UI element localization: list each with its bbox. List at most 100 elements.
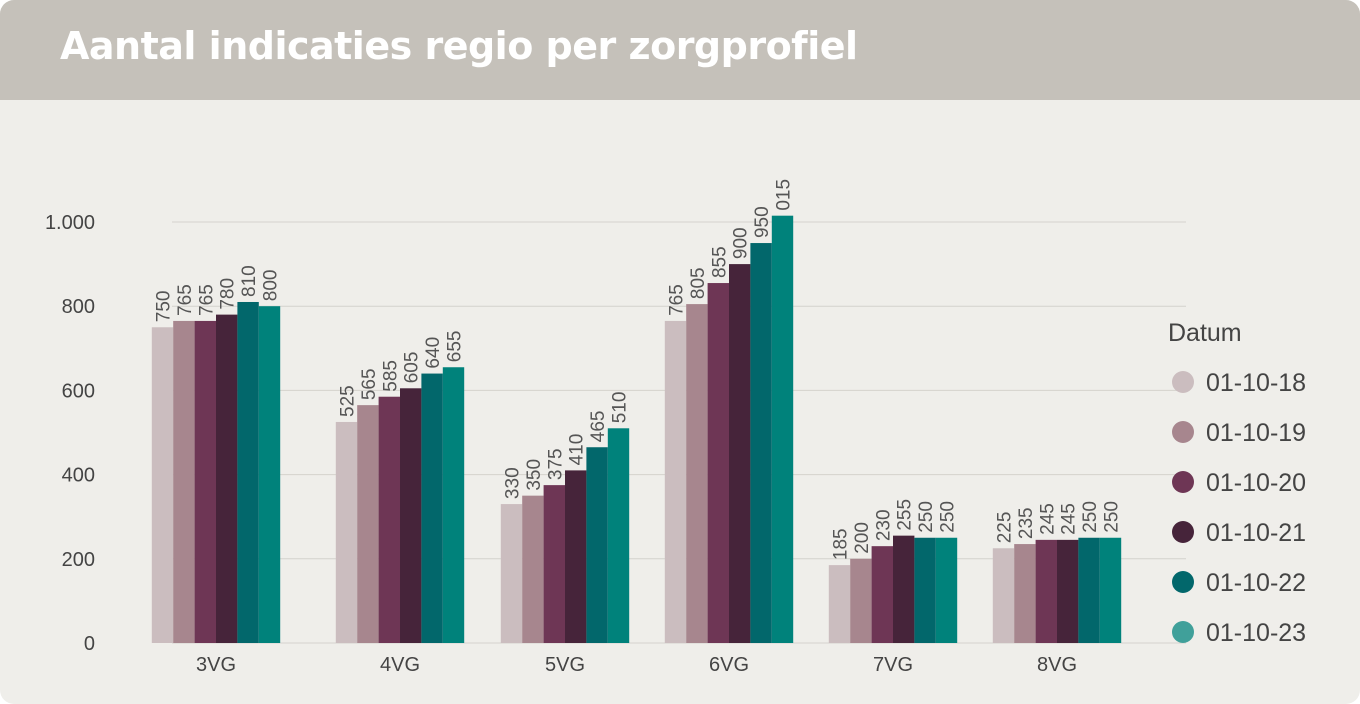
data-label: 245: [1059, 503, 1080, 535]
legend-marker: [1172, 521, 1194, 543]
bar: [335, 421, 358, 643]
data-label: 640: [423, 337, 444, 369]
bar: [1035, 539, 1057, 643]
bar: [500, 504, 523, 643]
chart-title: Aantal indicaties regio per zorgprofiel: [60, 24, 858, 68]
data-label: 585: [380, 360, 401, 392]
bar: [237, 301, 259, 643]
legend-marker: [1172, 421, 1194, 443]
data-label: 250: [916, 501, 937, 533]
bar: [850, 558, 872, 643]
bar: [421, 373, 443, 643]
bar: [828, 565, 851, 643]
bar: [378, 396, 400, 643]
data-label: 800: [261, 269, 282, 301]
y-tick-label: 800: [62, 296, 95, 318]
data-label: 525: [338, 385, 359, 417]
bar: [664, 320, 687, 643]
legend-label: 01-10-20: [1206, 469, 1306, 497]
x-tick-label: 4VG: [380, 654, 420, 676]
bar: [586, 447, 608, 643]
bar: [707, 283, 729, 643]
data-label: 410: [567, 434, 588, 466]
y-tick-label: 600: [62, 380, 95, 402]
data-label: 765: [196, 284, 217, 316]
data-label: 330: [503, 467, 524, 499]
bar: [400, 388, 422, 643]
data-label: 015: [774, 179, 795, 211]
legend-marker: [1172, 571, 1194, 593]
bar: [565, 470, 587, 643]
bar: [522, 495, 544, 643]
x-tick-label: 8VG: [1037, 654, 1077, 676]
data-label: 250: [1080, 501, 1101, 533]
legend-label: 01-10-23: [1206, 619, 1306, 647]
legend-title: Datum: [1168, 319, 1242, 347]
data-label: 230: [873, 509, 894, 541]
bar: [151, 327, 174, 643]
data-label: 510: [610, 392, 631, 424]
bar: [1078, 537, 1100, 643]
bar: [194, 320, 216, 643]
bar: [893, 535, 915, 643]
bar: [914, 537, 936, 643]
bar: [992, 548, 1015, 643]
y-tick-label: 0: [84, 633, 95, 655]
data-label: 750: [154, 291, 175, 323]
data-label: 245: [1037, 503, 1058, 535]
bar: [607, 428, 630, 643]
data-label: 185: [831, 528, 852, 560]
chart-header: Aantal indicaties regio per zorgprofiel: [0, 0, 1360, 100]
bar: [686, 304, 708, 643]
data-label: 465: [588, 411, 609, 443]
legend-label: 01-10-21: [1206, 519, 1306, 547]
bar: [750, 243, 772, 644]
data-label: 565: [359, 368, 380, 400]
bar: [871, 546, 893, 643]
data-label: 765: [667, 284, 688, 316]
y-tick-label: 400: [62, 465, 95, 487]
legend-label: 01-10-18: [1206, 369, 1306, 397]
data-label: 255: [895, 499, 916, 531]
x-tick-label: 6VG: [709, 654, 749, 676]
data-label: 805: [688, 267, 709, 299]
bar: [258, 306, 281, 643]
bar: [729, 264, 751, 643]
data-label: 950: [752, 206, 773, 238]
data-label: 655: [445, 331, 466, 363]
data-label: 250: [1102, 501, 1123, 533]
x-tick-label: 5VG: [545, 654, 585, 676]
data-label: 855: [709, 246, 730, 278]
x-tick-label: 7VG: [873, 654, 913, 676]
data-label: 605: [402, 352, 423, 384]
legend-marker: [1172, 621, 1194, 643]
bar: [216, 314, 238, 643]
data-label: 765: [175, 284, 196, 316]
data-label: 235: [1016, 507, 1037, 539]
data-label: 375: [545, 448, 566, 480]
legend-marker: [1172, 371, 1194, 393]
bar: [771, 215, 794, 643]
y-tick-label: 1.000: [45, 212, 95, 234]
data-label: 350: [524, 459, 545, 491]
bar: [442, 367, 465, 643]
bar: [543, 485, 565, 643]
bar: [357, 405, 379, 643]
data-label: 200: [852, 522, 873, 554]
x-tick-label: 3VG: [196, 654, 236, 676]
legend-label: 01-10-19: [1206, 419, 1306, 447]
data-label: 780: [218, 278, 239, 310]
legend-marker: [1172, 471, 1194, 493]
bar: [173, 320, 195, 643]
data-label: 225: [995, 512, 1016, 544]
legend-label: 01-10-22: [1206, 569, 1306, 597]
bar: [1099, 537, 1122, 643]
bar: [1014, 544, 1036, 643]
bar: [935, 537, 958, 643]
data-label: 810: [239, 265, 260, 297]
y-tick-label: 200: [62, 549, 95, 571]
data-label: 250: [938, 501, 959, 533]
data-label: 900: [731, 227, 752, 259]
